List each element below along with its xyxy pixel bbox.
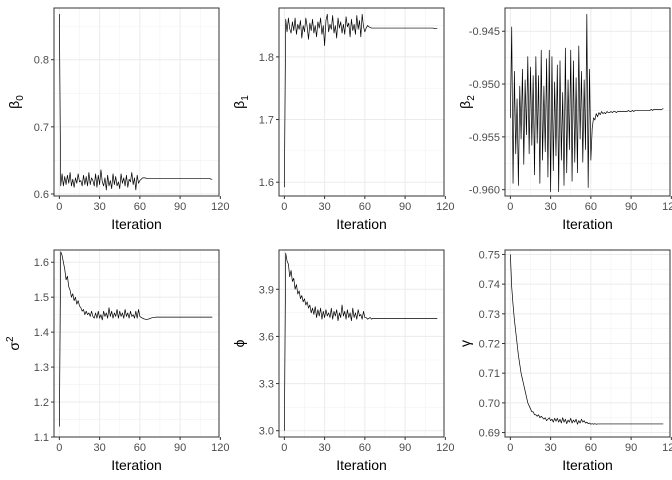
y-axis-title-symbol: γ: [457, 340, 473, 347]
y-tick-label: 0.74: [479, 279, 500, 291]
y-tick-label: 1.4: [34, 327, 49, 339]
y-tick-label: -0.950: [469, 79, 500, 91]
x-tick-label: 0: [281, 201, 287, 213]
panel-border: [278, 7, 445, 197]
x-tick-label: 90: [399, 442, 411, 454]
y-tick-label: 3.6: [259, 331, 274, 343]
x-tick-label: 120: [211, 442, 229, 454]
panel-border: [53, 249, 220, 438]
y-axis-title: β0: [6, 95, 26, 109]
x-tick-label: 30: [318, 442, 330, 454]
panel-border: [53, 7, 220, 197]
x-tick-label: 0: [507, 442, 513, 454]
x-tick-label: 60: [585, 201, 597, 213]
x-tick-label: 30: [93, 442, 105, 454]
y-axis-title-symbol: ϕ: [231, 339, 247, 347]
chart-panel-2: 0 30 60 90 120 1.6 1.7 1.8 Iteration β1: [231, 7, 455, 232]
chart-panel-6: 0 30 60 90 120 0.69 0.70 0.71 0.72 0.73 0.74 0.75 It…: [457, 249, 672, 473]
x-axis-title: Iteration: [562, 457, 613, 473]
x-tick-label: 90: [174, 201, 186, 213]
chart-panel-4: 0 30 60 90 120 1.1 1.2 1.3 1.4 1.5 1.6 Iteration σ2: [5, 249, 230, 473]
x-tick-label: 90: [399, 201, 411, 213]
trace-line-1: [59, 14, 213, 191]
x-axis-title: Iteration: [111, 457, 162, 473]
y-tick-label: 3.0: [259, 426, 274, 438]
y-axis-title: ϕ: [231, 339, 247, 347]
y-tick-label: 3.9: [259, 284, 274, 296]
y-axis-title: β2: [457, 95, 477, 109]
trace-line-2: [284, 13, 438, 188]
y-axis-title-subscript: 1: [240, 95, 251, 101]
chart-panel-5: 0 30 60 90 120 3.0 3.3 3.6 3.9 Iteration ϕ: [231, 249, 455, 473]
y-tick-label: 1.6: [34, 257, 49, 269]
x-tick-label: 120: [436, 442, 454, 454]
y-tick-label: 0.71: [479, 368, 500, 380]
x-tick-label: 30: [93, 201, 105, 213]
y-axis-title-symbol: β: [231, 101, 247, 109]
y-tick-label: 0.6: [34, 189, 49, 201]
x-tick-label: 120: [662, 201, 672, 213]
x-tick-label: 90: [625, 201, 637, 213]
chart-panel-3: 0 30 60 90 120 -0.960 -0.955 -0.950 -0.945 Iterat…: [457, 7, 672, 232]
x-tick-label: 60: [585, 442, 597, 454]
x-axis-title: Iteration: [336, 457, 387, 473]
y-axis-title-symbol: β: [457, 101, 473, 109]
y-tick-label: 0.75: [479, 249, 500, 261]
x-tick-label: 30: [544, 442, 556, 454]
x-tick-label: 30: [318, 201, 330, 213]
y-tick-label: 3.3: [259, 379, 274, 391]
y-tick-label: -0.960: [469, 185, 500, 197]
y-axis-title-subscript: 2: [466, 95, 477, 101]
y-tick-label: 1.2: [34, 397, 49, 409]
y-tick-label: 0.69: [479, 428, 500, 440]
y-axis-title: σ2: [5, 336, 22, 351]
panel-border: [504, 7, 671, 197]
x-tick-label: 0: [56, 442, 62, 454]
y-tick-label: 1.6: [259, 177, 274, 189]
y-axis-title: β1: [231, 95, 251, 109]
trace-line-3: [510, 13, 664, 193]
x-tick-label: 60: [134, 201, 146, 213]
y-axis-title-symbol: σ: [6, 342, 22, 351]
panel-border: [278, 249, 445, 438]
trace-line-5: [284, 252, 438, 431]
x-tick-label: 120: [662, 442, 672, 454]
y-axis-title-superscript: 2: [5, 336, 16, 342]
x-tick-label: 60: [134, 442, 146, 454]
x-tick-label: 0: [507, 201, 513, 213]
x-tick-label: 60: [359, 442, 371, 454]
x-tick-label: 0: [56, 201, 62, 213]
x-axis-title: Iteration: [111, 216, 162, 232]
x-tick-label: 30: [544, 201, 556, 213]
y-tick-label: 1.1: [34, 432, 49, 444]
y-axis-title-subscript: 0: [15, 95, 26, 101]
trace-line-4: [59, 251, 213, 427]
x-tick-label: 90: [174, 442, 186, 454]
x-axis-title: Iteration: [562, 216, 613, 232]
y-tick-label: 1.8: [259, 52, 274, 64]
y-axis-title: γ: [457, 340, 473, 347]
y-tick-label: 0.7: [34, 122, 49, 134]
y-tick-label: 0.72: [479, 339, 500, 351]
trace-line-6: [510, 254, 664, 425]
x-axis-title: Iteration: [336, 216, 387, 232]
y-tick-label: 0.70: [479, 398, 500, 410]
x-tick-label: 90: [625, 442, 637, 454]
x-tick-label: 120: [436, 201, 454, 213]
x-tick-label: 60: [359, 201, 371, 213]
x-tick-label: 120: [211, 201, 229, 213]
y-tick-label: 1.3: [34, 362, 49, 374]
y-tick-label: 1.7: [259, 115, 274, 127]
y-axis-title-symbol: β: [6, 101, 22, 109]
y-tick-label: 0.73: [479, 309, 500, 321]
x-tick-label: 0: [281, 442, 287, 454]
y-tick-label: 1.5: [34, 292, 49, 304]
y-tick-label: -0.955: [469, 132, 500, 144]
y-tick-label: -0.945: [469, 26, 500, 38]
y-tick-label: 0.8: [34, 55, 49, 67]
